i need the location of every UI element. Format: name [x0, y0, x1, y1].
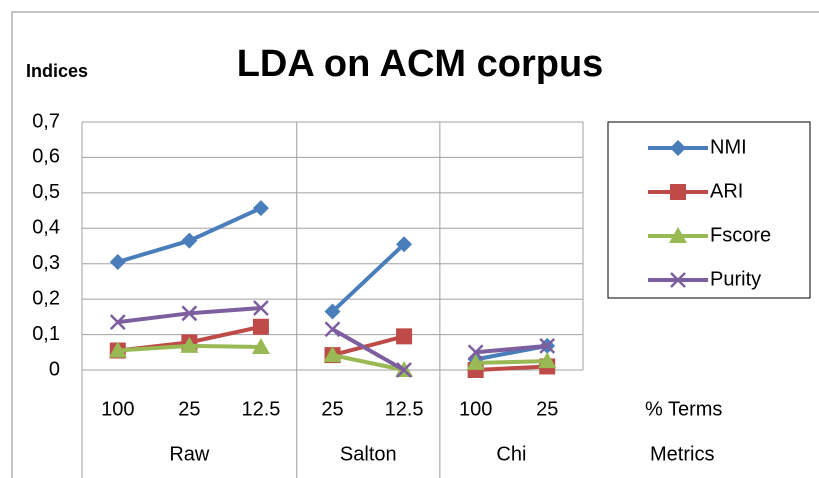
- marker: [539, 338, 556, 354]
- marker: [670, 140, 686, 156]
- x-tick-label: 12.5: [241, 398, 280, 420]
- marker: [466, 353, 485, 370]
- x-tick-label: 12.5: [385, 398, 424, 420]
- series-line: [331, 327, 406, 372]
- series-line: [475, 359, 548, 365]
- marker: [108, 341, 127, 358]
- marker: [670, 272, 686, 288]
- marker: [669, 227, 687, 243]
- x-tick-label: 100: [101, 398, 134, 420]
- series-line: [331, 334, 405, 358]
- marker: [324, 321, 341, 338]
- marker: [538, 352, 557, 369]
- legend-label: ARI: [710, 180, 743, 202]
- group-axis-label: Metrics: [650, 443, 714, 465]
- x-tick-label: 25: [178, 398, 200, 420]
- y-axis-label: Indices: [26, 61, 88, 81]
- marker: [396, 328, 413, 345]
- chart-title: LDA on ACM corpus: [237, 43, 604, 85]
- x-tick-label: 25: [536, 398, 558, 420]
- x-tick-label: 100: [459, 398, 492, 420]
- marker: [670, 184, 686, 200]
- marker: [253, 300, 269, 316]
- marker: [252, 200, 269, 217]
- x-axis-label: % Terms: [645, 398, 722, 420]
- series-line: [332, 353, 405, 372]
- marker: [396, 236, 413, 253]
- marker: [467, 344, 484, 361]
- marker: [109, 314, 126, 331]
- y-tick-label: 0,7: [32, 110, 60, 132]
- y-tick-label: 0,3: [32, 252, 60, 274]
- y-tick-label: 0: [49, 358, 60, 380]
- marker: [181, 232, 198, 249]
- legend-label: Purity: [710, 268, 761, 290]
- y-tick-label: 0,6: [32, 146, 60, 168]
- marker: [109, 253, 126, 270]
- y-tick-label: 0,1: [32, 323, 60, 345]
- y-tick-label: 0,4: [32, 217, 60, 239]
- legend-label: Fscore: [710, 224, 771, 246]
- marker: [180, 336, 199, 353]
- marker: [181, 305, 198, 322]
- y-tick-label: 0,5: [32, 181, 60, 203]
- x-tick-label: 25: [321, 398, 343, 420]
- marker: [323, 346, 342, 363]
- group-label: Salton: [340, 443, 397, 465]
- series-line: [475, 343, 548, 355]
- y-tick-label: 0,2: [32, 287, 60, 309]
- legend-box: [607, 121, 811, 299]
- legend-label: NMI: [710, 136, 747, 158]
- marker: [396, 362, 412, 378]
- marker: [324, 303, 341, 320]
- group-label: Raw: [169, 443, 210, 465]
- marker: [252, 318, 269, 335]
- series-line: [475, 364, 548, 372]
- series-line: [331, 242, 406, 313]
- group-label: Chi: [496, 443, 526, 465]
- marker: [251, 337, 270, 354]
